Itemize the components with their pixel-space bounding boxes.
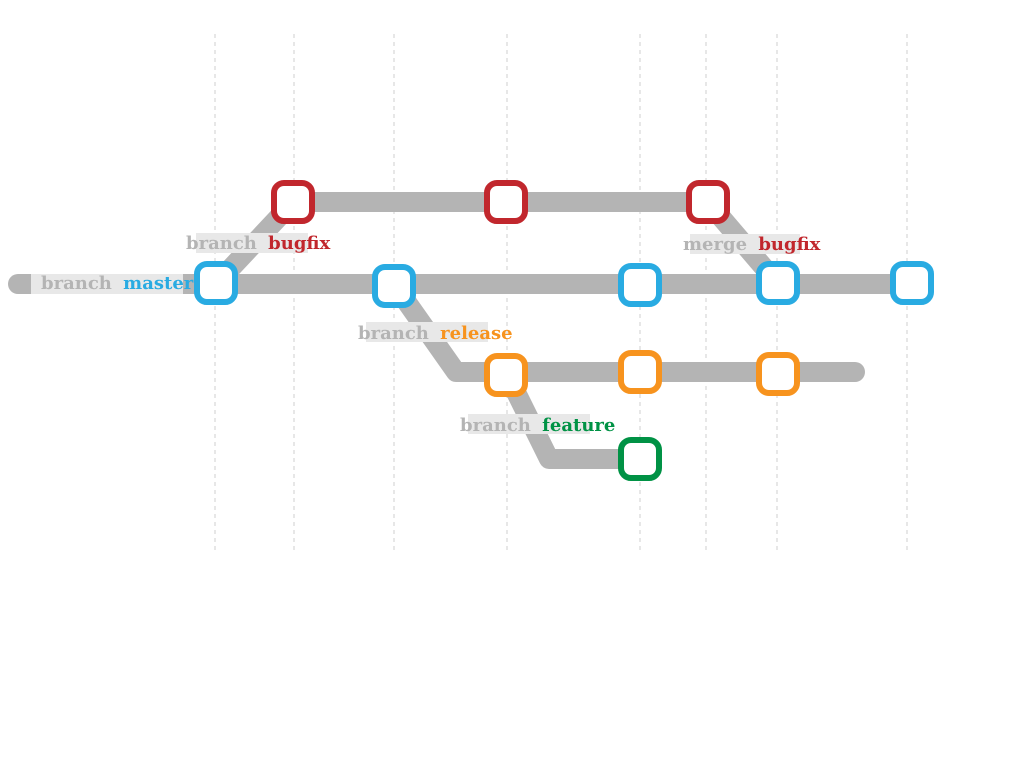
commit-node-release [484, 353, 528, 397]
commit-node-master [372, 264, 416, 308]
label-branch-name: bugfix [268, 233, 330, 254]
branch-labels: branch master branch bugfix branch relea… [41, 233, 821, 436]
merge-label-bg [690, 234, 800, 254]
label-verb: branch [186, 233, 257, 254]
release-label-bg [366, 322, 488, 342]
label-branch-release: branch release [358, 323, 513, 344]
label-branch-feature: branch feature [460, 415, 615, 436]
commit-node-master [618, 263, 662, 307]
master-label-bg [31, 274, 183, 294]
commit-node-release [756, 352, 800, 396]
commit-node-feature [618, 437, 662, 481]
label-verb: merge [683, 234, 747, 255]
commit-node-bugfix [686, 180, 730, 224]
label-branch-master: branch master [41, 273, 194, 294]
label-verb: branch [358, 323, 429, 344]
feature-track [496, 362, 650, 469]
label-backgrounds [31, 233, 800, 434]
commit-node-bugfix [271, 180, 315, 224]
release-track [384, 274, 865, 382]
label-branch-name: feature [542, 415, 615, 436]
commit-node-master [756, 261, 800, 305]
label-verb: branch [41, 273, 112, 294]
bugfix-label-bg [196, 233, 308, 253]
label-branch-name: master [123, 273, 194, 294]
commit-node-bugfix [484, 180, 528, 224]
label-branch-name: release [440, 323, 512, 344]
label-branch-name: bugfix [758, 234, 820, 255]
label-branch-bugfix: branch bugfix [186, 233, 331, 254]
commit-node-master [890, 261, 934, 305]
commit-node-master [194, 261, 238, 305]
label-verb: branch [460, 415, 531, 436]
label-merge-bugfix: merge bugfix [683, 234, 821, 255]
commit-nodes [194, 180, 934, 481]
feature-label-bg [468, 414, 590, 434]
commit-node-release [618, 350, 662, 394]
